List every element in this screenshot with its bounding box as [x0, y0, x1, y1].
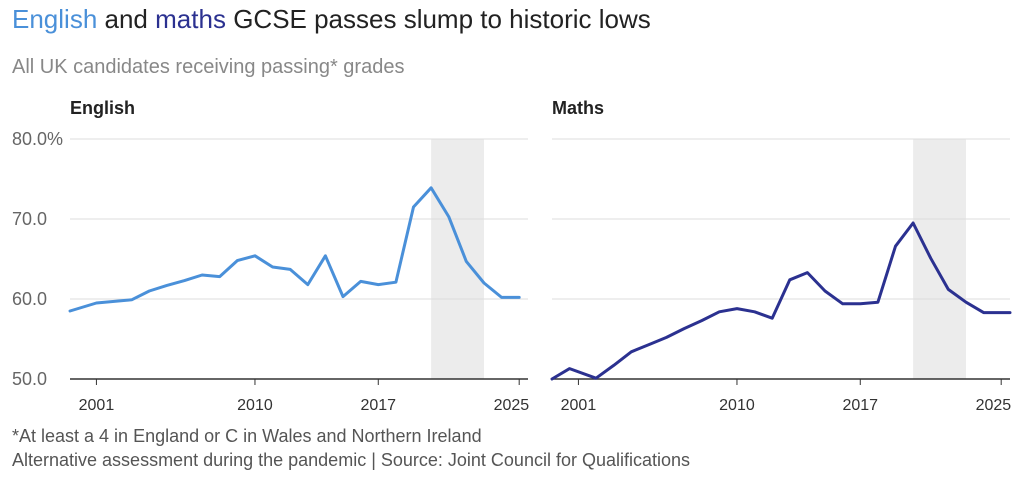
x-tick-label: 2025 — [494, 397, 530, 414]
panel-title-maths: Maths — [552, 98, 604, 118]
pandemic-shade — [431, 139, 484, 379]
series-line-english — [68, 186, 521, 313]
title-word-maths: maths — [155, 4, 226, 34]
x-tick-label: 2010 — [237, 397, 273, 414]
title-rest: GCSE passes slump to historic lows — [233, 4, 651, 34]
title-word-english: English — [12, 4, 98, 34]
footnote: *At least a 4 in England or C in Wales a… — [12, 426, 482, 446]
panel-title-english: English — [70, 98, 135, 118]
series-line-maths — [550, 221, 1012, 381]
y-tick-label: 80.0% — [12, 129, 63, 149]
y-tick-label: 70.0 — [12, 209, 47, 229]
x-tick-label: 2001 — [79, 397, 115, 414]
source-note: Alternative assessment during the pandem… — [12, 450, 691, 470]
x-tick-label: 2017 — [360, 397, 396, 414]
y-tick-label: 50.0 — [12, 369, 47, 389]
x-tick-label: 2017 — [842, 397, 878, 414]
x-tick-label: 2010 — [719, 397, 755, 414]
title-word-and: and — [104, 4, 148, 34]
panel-english: 50.0 60.0 70.0 80.0% 2001 2010 2017 2025 English — [12, 98, 529, 414]
chart-subtitle: All UK candidates receiving passing* gra… — [12, 56, 405, 78]
chart-svg: 50.0 60.0 70.0 80.0% 2001 2010 2017 2025 English… — [12, 98, 1012, 414]
x-tick-label: 2025 — [976, 397, 1012, 414]
y-tick-label: 60.0 — [12, 289, 47, 309]
pandemic-shade — [913, 139, 966, 379]
panel-maths: 2001 2010 2017 2025 Maths — [550, 98, 1012, 414]
x-tick-label: 2001 — [561, 397, 597, 414]
chart-title: English and maths GCSE passes slump to h… — [12, 4, 651, 35]
